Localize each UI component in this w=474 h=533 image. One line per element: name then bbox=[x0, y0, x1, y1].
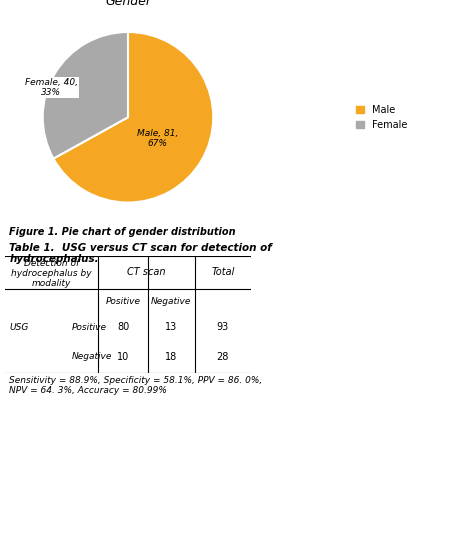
Wedge shape bbox=[54, 32, 213, 203]
Text: 13: 13 bbox=[165, 322, 177, 333]
Legend: Male, Female: Male, Female bbox=[352, 101, 411, 134]
Text: Negative: Negative bbox=[151, 297, 191, 306]
Text: Total: Total bbox=[211, 267, 235, 277]
Text: Female, 40,
33%: Female, 40, 33% bbox=[25, 78, 78, 97]
Text: 10: 10 bbox=[117, 352, 129, 362]
Text: Positive: Positive bbox=[106, 297, 141, 306]
Text: Sensitivity = 88.9%, Specificity = 58.1%, PPV = 86. 0%,
NPV = 64. 3%, Accuracy =: Sensitivity = 88.9%, Specificity = 58.1%… bbox=[9, 376, 263, 395]
Text: 28: 28 bbox=[217, 352, 229, 362]
Text: USG: USG bbox=[9, 323, 29, 332]
Text: 18: 18 bbox=[165, 352, 177, 362]
Text: 93: 93 bbox=[217, 322, 229, 333]
Text: 80: 80 bbox=[117, 322, 129, 333]
Text: Table 1.  USG versus CT scan for detection of
hydrocephalus.: Table 1. USG versus CT scan for detectio… bbox=[9, 243, 272, 264]
Text: Positive: Positive bbox=[71, 323, 106, 332]
Text: Male, 81,
67%: Male, 81, 67% bbox=[137, 129, 179, 148]
Text: CT scan: CT scan bbox=[127, 267, 166, 277]
Text: Figure 1. Pie chart of gender distribution: Figure 1. Pie chart of gender distributi… bbox=[9, 227, 236, 237]
Text: Detection of
hydrocephalus by
modality: Detection of hydrocephalus by modality bbox=[11, 259, 92, 288]
Title: Gender: Gender bbox=[105, 0, 151, 8]
Text: Negative: Negative bbox=[71, 352, 112, 361]
Wedge shape bbox=[43, 32, 128, 159]
